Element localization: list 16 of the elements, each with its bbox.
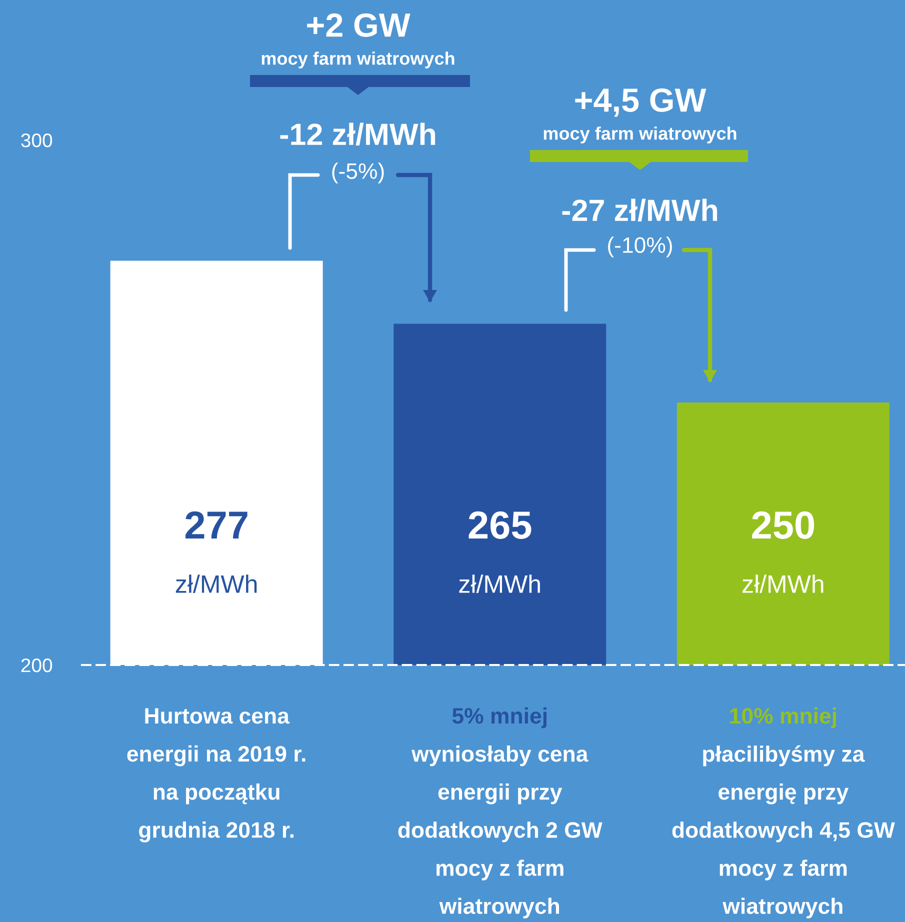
annotation: -27 zł/MWh <box>562 198 718 222</box>
text: +4,5 GW <box>575 88 706 117</box>
x-tick-label: Hurtowa cena energii na 2019 r. na początku grudnia 2018 r. <box>127 708 306 842</box>
y-tick-label: 300 <box>21 133 52 148</box>
annotation: -12 zł/MWh <box>280 122 436 146</box>
annotation: (-5%) <box>332 162 384 184</box>
annotation: mocy farm wiatrowych <box>544 126 736 144</box>
text: mocy farm wiatrowych <box>262 52 454 68</box>
x-tick-label: 5% mniej wyniosłaby cena energii przy dodatkowych 2 GW mocy z farm wiatrowych <box>398 707 602 918</box>
data-label: 250 zł/MWh <box>742 511 824 593</box>
annotation: (-10%) <box>608 236 672 258</box>
y-tick-label: 200 <box>21 658 52 672</box>
x-tick-label: 10% mniej płacilibyśmy za energię przy dodatkowych 4,5 GW mocy z farm wiatrowych <box>672 707 895 918</box>
text: +2 GW <box>307 13 410 37</box>
data-label: 277 zł/MWh <box>176 511 257 593</box>
data-label: 265 zł/MWh <box>459 511 540 593</box>
